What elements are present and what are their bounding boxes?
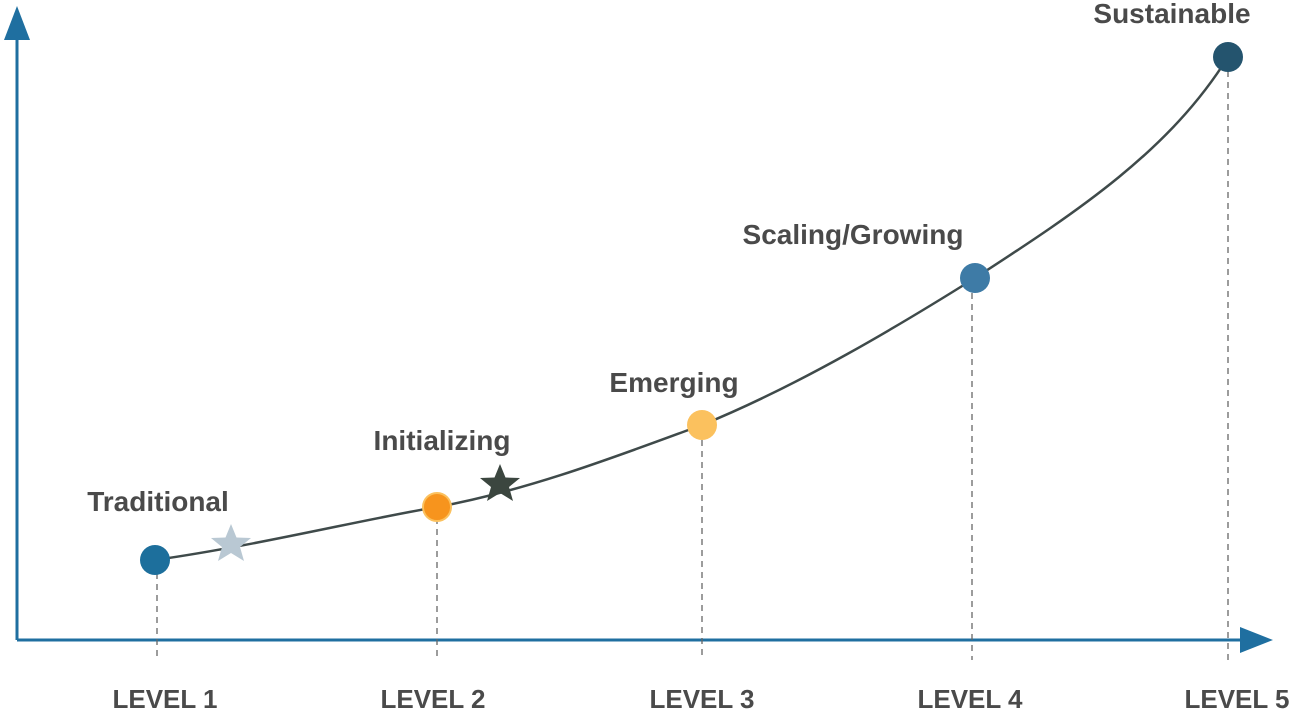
level-4-marker [960,263,990,293]
x-axis-arrow-icon [1240,627,1273,653]
level-label-3: LEVEL 3 [649,684,754,713]
level-label-1: LEVEL 1 [112,684,217,713]
level-label-4: LEVEL 4 [917,684,1023,713]
level-2-marker [422,492,452,522]
stage-label-level-1: Traditional [87,486,229,517]
y-axis-arrow-icon [4,6,30,40]
star-dark-icon [480,464,520,501]
growth-curve [154,56,1230,562]
level-1-marker [140,545,170,575]
stage-label-level-5: Sustainable [1093,0,1250,29]
level-label-5: LEVEL 5 [1184,684,1289,713]
stage-label-level-3: Emerging [609,367,738,398]
stage-label-level-2: Initializing [374,425,511,456]
level-5-marker [1213,42,1243,72]
level-3-marker [687,410,717,440]
level-label-2: LEVEL 2 [380,684,485,713]
stage-label-level-4: Scaling/Growing [743,219,964,250]
star-light-icon [211,524,251,561]
